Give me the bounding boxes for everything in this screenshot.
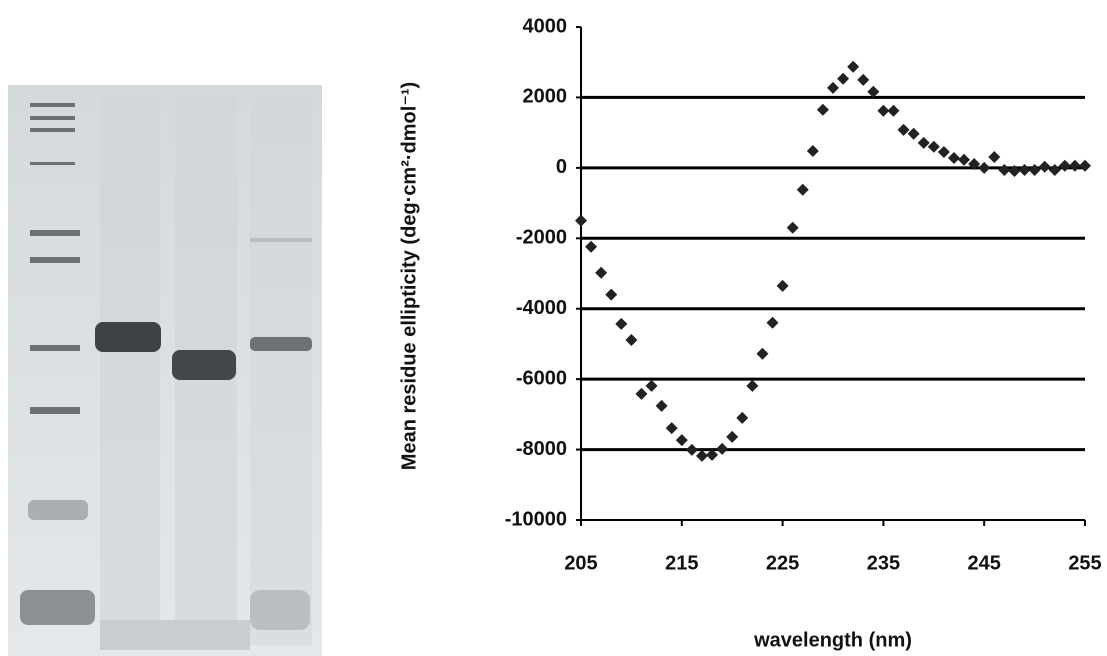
point [615,318,627,330]
y-tick-label: -8000 [516,438,567,460]
point [837,73,849,85]
point [948,152,960,164]
point [1039,161,1051,173]
point [847,61,859,73]
point [646,380,658,392]
point [787,222,799,234]
point [726,431,738,443]
point [756,348,768,360]
x-tick-label: 245 [968,552,1001,574]
point [887,105,899,117]
figure: wavelength (nm) Mean residue ellipticity… [0,0,1107,656]
y-tick-label: -6000 [516,367,567,389]
point [777,280,789,292]
point [827,82,839,94]
point [625,334,637,346]
point [1029,164,1041,176]
point [605,289,617,301]
y-tick-label: -2000 [516,227,567,249]
point [998,164,1010,176]
y-tick-label: -10000 [505,508,567,530]
point [817,104,829,116]
x-axis-label: wavelength (nm) [753,629,912,651]
point [676,434,688,446]
page: wavelength (nm) Mean residue ellipticity… [0,0,1107,656]
point [716,443,728,455]
y-axis-label: Mean residue ellipticity (deg·cm²·dmol⁻¹… [398,82,420,470]
point [857,74,869,86]
gel-image [8,85,322,656]
point [696,450,708,462]
point [585,241,597,253]
point [635,388,647,400]
y-tick-label: -4000 [516,297,567,319]
x-tick-label: 225 [766,552,799,574]
y-tick-label: 4000 [523,15,568,37]
y-tick-label: 0 [556,156,567,178]
point [666,422,678,434]
point [595,267,607,279]
point [767,317,779,329]
point [938,146,950,158]
point [736,412,748,424]
point [807,145,819,157]
point [898,124,910,136]
point [797,184,809,196]
point [928,141,940,153]
point [988,151,1000,163]
point [575,215,587,227]
point [978,162,990,174]
x-tick-label: 215 [665,552,698,574]
x-tick-label: 255 [1068,552,1101,574]
point [908,128,920,140]
point [746,380,758,392]
point [656,400,668,412]
x-tick-label: 235 [867,552,900,574]
point [1079,160,1091,172]
point [918,137,930,149]
y-tick-label: 2000 [523,86,568,108]
point [686,444,698,456]
x-tick-label: 205 [564,552,597,574]
